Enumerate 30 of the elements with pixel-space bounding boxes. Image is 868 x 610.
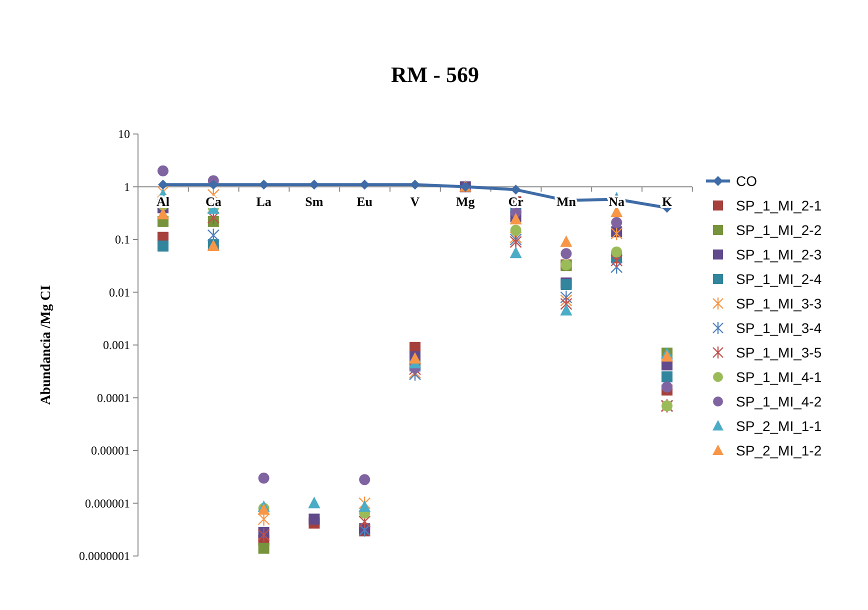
- x-tick-label: Sm: [305, 194, 324, 209]
- legend-label: SP_1_MI_2-2: [736, 222, 822, 238]
- legend-label: SP_1_MI_2-1: [736, 197, 822, 214]
- legend-label: SP_1_MI_3-4: [736, 320, 822, 336]
- legend-label: SP_1_MI_3-5: [736, 344, 822, 360]
- y-tick-label: 0.00001: [91, 444, 130, 458]
- y-tick-label: 0.0001: [97, 390, 130, 405]
- legend-label: SP_2_MI_1-1: [736, 418, 822, 434]
- chart-title: RM - 569: [391, 62, 479, 87]
- y-tick-label: 10: [118, 127, 130, 142]
- x-tick-label: V: [410, 194, 420, 209]
- legend-label: SP_1_MI_4-1: [736, 368, 822, 385]
- y-tick-label: 1: [124, 180, 130, 194]
- legend-label: CO: [736, 172, 758, 189]
- y-axis-title: Abundancia /Mg CI: [39, 285, 54, 405]
- x-tick-label: Eu: [356, 194, 373, 209]
- legend-label: SP_2_MI_1-2: [736, 442, 822, 458]
- legend-label: SP_1_MI_2-4: [736, 270, 822, 287]
- legend-label: SP_1_MI_4-2: [736, 393, 822, 410]
- legend-label: SP_1_MI_2-3: [736, 246, 822, 262]
- y-tick-label: 0.001: [103, 338, 130, 352]
- y-tick-label: 0.1: [115, 232, 130, 247]
- y-tick-label: 0.01: [109, 285, 130, 300]
- y-tick-label: 0.0000001: [79, 549, 130, 564]
- x-tick-label: K: [662, 194, 673, 209]
- legend-label: SP_1_MI_3-3: [736, 295, 822, 312]
- x-tick-label: La: [256, 194, 272, 209]
- y-tick-label: 0.000001: [85, 496, 130, 510]
- x-tick-label: Mg: [456, 194, 476, 209]
- x-tick-label: Cr: [508, 194, 524, 209]
